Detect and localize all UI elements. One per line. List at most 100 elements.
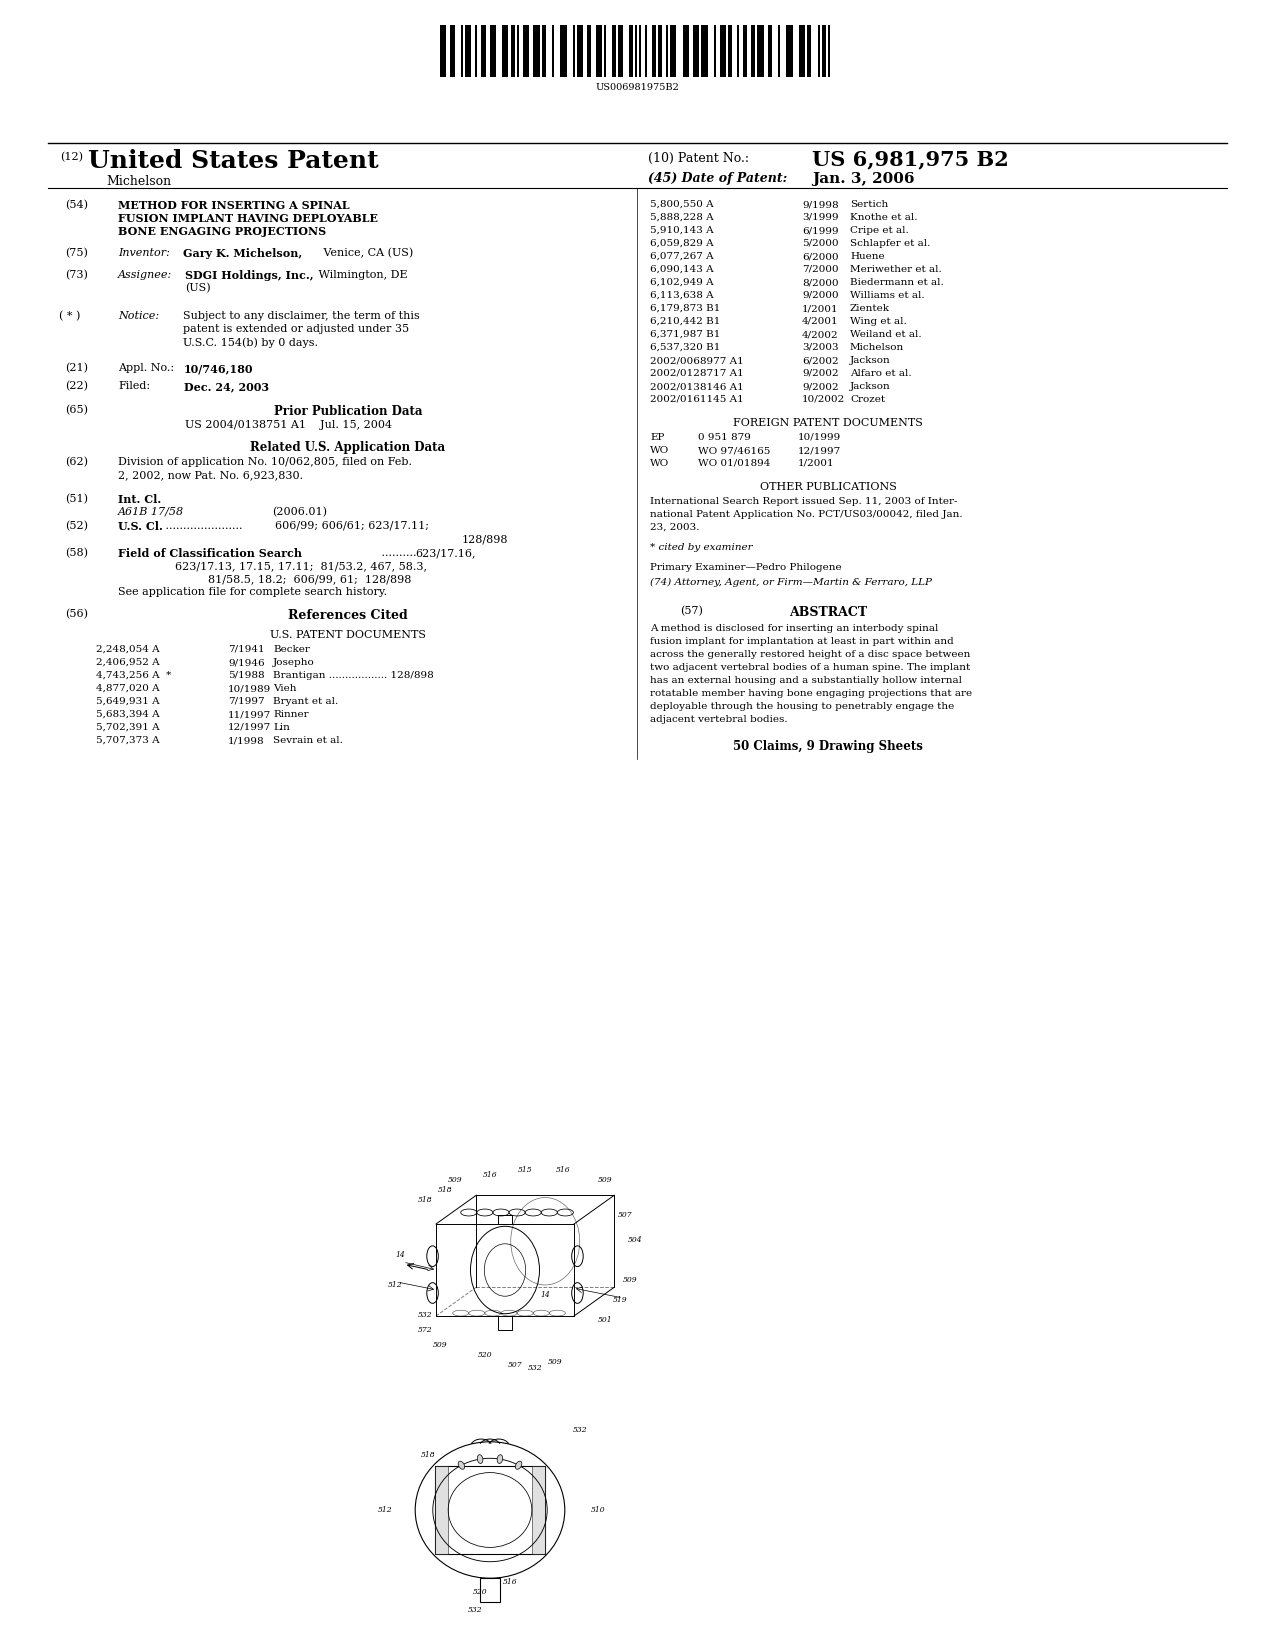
Text: 2, 2002, now Pat. No. 6,923,830.: 2, 2002, now Pat. No. 6,923,830. bbox=[119, 470, 303, 480]
Text: Filed:: Filed: bbox=[119, 381, 150, 391]
Text: (US): (US) bbox=[185, 284, 210, 294]
Text: WO 01/01894: WO 01/01894 bbox=[697, 459, 770, 469]
Text: 9/2002: 9/2002 bbox=[802, 383, 839, 391]
Text: 520: 520 bbox=[478, 1351, 492, 1360]
Text: ABSTRACT: ABSTRACT bbox=[789, 606, 867, 619]
Text: Rinner: Rinner bbox=[273, 710, 309, 719]
Bar bbox=[552, 25, 555, 78]
Text: (74) Attorney, Agent, or Firm—Martin & Ferraro, LLP: (74) Attorney, Agent, or Firm—Martin & F… bbox=[650, 578, 932, 587]
Text: A method is disclosed for inserting an interbody spinal: A method is disclosed for inserting an i… bbox=[650, 624, 938, 634]
Text: Notice:: Notice: bbox=[119, 310, 159, 322]
Text: Zientek: Zientek bbox=[850, 304, 890, 314]
Text: 516: 516 bbox=[502, 1577, 518, 1586]
Text: 509: 509 bbox=[432, 1341, 448, 1350]
Text: U.S. Cl.: U.S. Cl. bbox=[119, 521, 163, 531]
Text: 14: 14 bbox=[395, 1251, 405, 1259]
Bar bbox=[787, 25, 793, 78]
Bar bbox=[499, 1317, 511, 1330]
Text: 6,210,442 B1: 6,210,442 B1 bbox=[650, 317, 720, 327]
Text: WO 97/46165: WO 97/46165 bbox=[697, 446, 770, 455]
Bar bbox=[595, 25, 602, 78]
Text: 518: 518 bbox=[418, 1196, 432, 1204]
Text: (65): (65) bbox=[65, 404, 88, 416]
Text: (21): (21) bbox=[65, 363, 88, 373]
Text: 520: 520 bbox=[473, 1587, 487, 1596]
Text: Jackson: Jackson bbox=[850, 356, 891, 365]
Text: Becker: Becker bbox=[273, 645, 310, 653]
Text: * cited by examiner: * cited by examiner bbox=[650, 543, 752, 553]
Text: 5,707,373 A: 5,707,373 A bbox=[96, 736, 159, 746]
Text: 516: 516 bbox=[556, 1167, 570, 1175]
Text: 3/1999: 3/1999 bbox=[802, 213, 839, 223]
Text: Prior Publication Data: Prior Publication Data bbox=[274, 404, 422, 417]
Text: ......................: ...................... bbox=[162, 521, 242, 531]
Text: 6,102,949 A: 6,102,949 A bbox=[650, 277, 714, 287]
Text: 509: 509 bbox=[548, 1358, 562, 1366]
Text: across the generally restored height of a disc space between: across the generally restored height of … bbox=[650, 650, 970, 658]
Bar bbox=[652, 25, 655, 78]
Text: (51): (51) bbox=[65, 493, 88, 505]
Text: 6/2002: 6/2002 bbox=[802, 356, 839, 365]
Text: 1/2001: 1/2001 bbox=[798, 459, 835, 469]
Text: 504: 504 bbox=[627, 1236, 643, 1244]
Text: Field of Classification Search: Field of Classification Search bbox=[119, 548, 302, 559]
Text: U.S.C. 154(b) by 0 days.: U.S.C. 154(b) by 0 days. bbox=[184, 337, 317, 348]
Text: FOREIGN PATENT DOCUMENTS: FOREIGN PATENT DOCUMENTS bbox=[733, 417, 923, 427]
Bar bbox=[694, 25, 699, 78]
Text: 510: 510 bbox=[590, 1506, 606, 1515]
Text: 6,371,987 B1: 6,371,987 B1 bbox=[650, 330, 720, 338]
Text: Williams et al.: Williams et al. bbox=[850, 290, 924, 300]
Text: 515: 515 bbox=[518, 1167, 533, 1175]
Text: International Search Report issued Sep. 11, 2003 of Inter-: International Search Report issued Sep. … bbox=[650, 497, 958, 507]
Text: 532: 532 bbox=[418, 1312, 432, 1318]
Text: Assignee:: Assignee: bbox=[119, 271, 172, 281]
Bar bbox=[572, 25, 575, 78]
Text: Alfaro et al.: Alfaro et al. bbox=[850, 370, 912, 378]
Text: patent is extended or adjusted under 35: patent is extended or adjusted under 35 bbox=[184, 323, 409, 333]
Text: 4/2002: 4/2002 bbox=[802, 330, 839, 338]
Text: 518: 518 bbox=[421, 1450, 435, 1459]
Text: Appl. No.:: Appl. No.: bbox=[119, 363, 177, 373]
Text: (56): (56) bbox=[65, 609, 88, 619]
Text: WO: WO bbox=[650, 459, 669, 469]
Text: (54): (54) bbox=[65, 200, 88, 210]
Text: 6/2000: 6/2000 bbox=[802, 252, 839, 261]
Text: 7/1941: 7/1941 bbox=[228, 645, 265, 653]
Text: Huene: Huene bbox=[850, 252, 885, 261]
Text: 4/2001: 4/2001 bbox=[802, 317, 839, 327]
Bar bbox=[604, 25, 606, 78]
Bar bbox=[618, 25, 622, 78]
Bar bbox=[799, 25, 805, 78]
Text: EP: EP bbox=[650, 432, 664, 442]
Text: 10/1999: 10/1999 bbox=[798, 432, 842, 442]
Text: Related U.S. Application Data: Related U.S. Application Data bbox=[250, 441, 445, 454]
Text: 7/1997: 7/1997 bbox=[228, 696, 265, 706]
Text: A61B 17/58: A61B 17/58 bbox=[119, 507, 184, 516]
Text: (2006.01): (2006.01) bbox=[272, 507, 326, 518]
Text: 6,059,829 A: 6,059,829 A bbox=[650, 239, 714, 247]
Text: (45) Date of Patent:: (45) Date of Patent: bbox=[648, 172, 787, 185]
Text: 5,649,931 A: 5,649,931 A bbox=[96, 696, 159, 706]
Text: Primary Examiner—Pedro Philogene: Primary Examiner—Pedro Philogene bbox=[650, 563, 842, 573]
Text: Sevrain et al.: Sevrain et al. bbox=[273, 736, 343, 746]
Text: FUSION IMPLANT HAVING DEPLOYABLE: FUSION IMPLANT HAVING DEPLOYABLE bbox=[119, 213, 377, 224]
Text: 9/2000: 9/2000 bbox=[802, 290, 839, 300]
Bar bbox=[588, 25, 592, 78]
Bar bbox=[440, 25, 446, 78]
Text: Venice, CA (US): Venice, CA (US) bbox=[320, 248, 413, 259]
Bar bbox=[490, 25, 496, 78]
Text: 5,910,143 A: 5,910,143 A bbox=[650, 226, 714, 234]
Bar bbox=[499, 1214, 511, 1224]
Text: 606/99; 606/61; 623/17.11;: 606/99; 606/61; 623/17.11; bbox=[275, 521, 428, 531]
Bar bbox=[714, 25, 715, 78]
Text: Schlapfer et al.: Schlapfer et al. bbox=[850, 239, 931, 247]
Bar bbox=[629, 25, 632, 78]
Text: rotatable member having bone engaging projections that are: rotatable member having bone engaging pr… bbox=[650, 690, 972, 698]
Text: Crozet: Crozet bbox=[850, 394, 885, 404]
Bar bbox=[751, 25, 755, 78]
Text: 9/1998: 9/1998 bbox=[802, 200, 839, 210]
Text: BONE ENGAGING PROJECTIONS: BONE ENGAGING PROJECTIONS bbox=[119, 226, 326, 238]
Text: METHOD FOR INSERTING A SPINAL: METHOD FOR INSERTING A SPINAL bbox=[119, 200, 349, 211]
Text: ( * ): ( * ) bbox=[59, 310, 80, 322]
Bar bbox=[671, 25, 677, 78]
